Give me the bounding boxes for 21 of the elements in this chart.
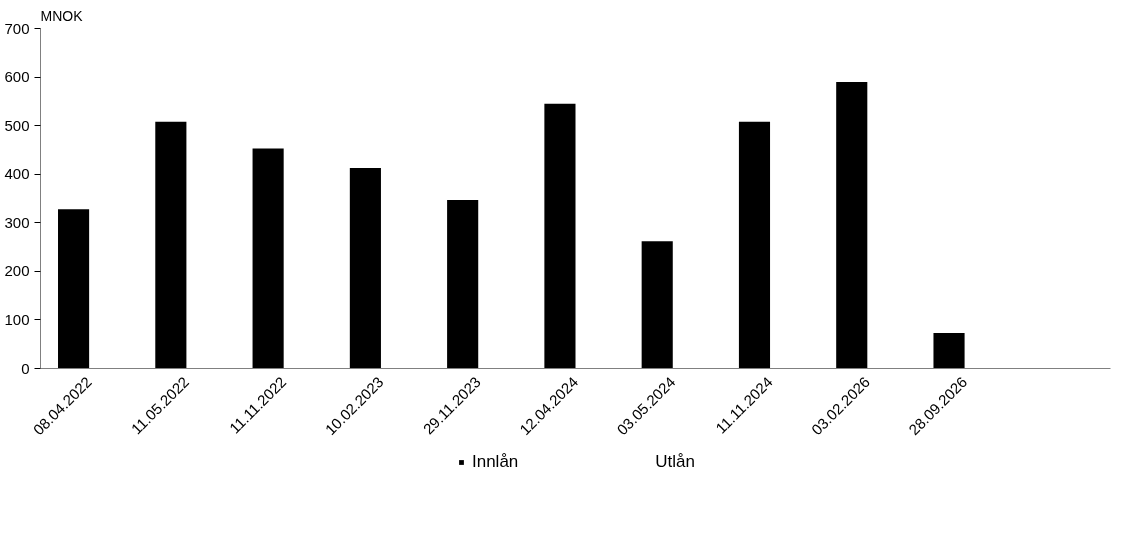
bar	[738, 121, 771, 369]
bar	[252, 148, 284, 369]
bar	[447, 199, 479, 369]
bar	[58, 209, 90, 369]
bar	[836, 81, 868, 369]
y-tick-label: 700	[4, 19, 30, 37]
y-tick-label: 300	[4, 213, 30, 231]
y-tick-label: 100	[4, 310, 30, 328]
y-tick-label: 500	[4, 116, 30, 134]
y-tick-label: 200	[4, 262, 30, 280]
y-tick-label: 400	[4, 165, 30, 183]
y-tick-label: 600	[4, 68, 30, 86]
text: Utlån	[655, 452, 696, 472]
y-tick-label: 0	[21, 359, 30, 377]
legend-label: Innlån	[471, 452, 519, 472]
bar	[641, 241, 673, 369]
bar	[155, 121, 187, 369]
bar	[933, 333, 965, 369]
bar	[349, 167, 381, 369]
bar	[544, 103, 576, 369]
y-axis-title: MNOK	[40, 7, 84, 24]
